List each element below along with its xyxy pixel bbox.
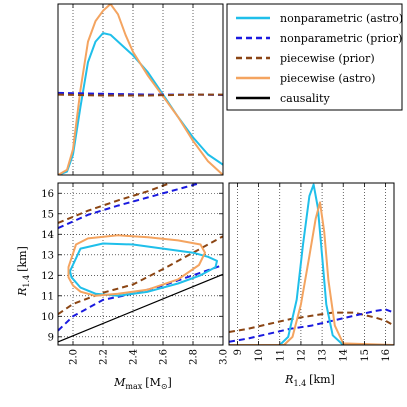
panel-frame: [57, 182, 224, 346]
x-tick-label: 15: [360, 349, 371, 362]
series-nonparametric-astro: [229, 183, 394, 345]
series-piecewise-prior: [58, 93, 223, 97]
legend-label: nonparametric (astro): [280, 12, 403, 25]
x-tick-label: 2.8: [189, 349, 200, 365]
y-tick-label: 13: [41, 250, 54, 261]
x-tick-label: 13: [318, 349, 329, 362]
series-piecewise-prior: [58, 183, 171, 224]
legend-label: nonparametric (prior): [280, 32, 402, 45]
series-piecewise-astro: [229, 201, 394, 345]
x-tick-label: 14: [339, 349, 350, 362]
series-causality: [58, 273, 223, 343]
panel-mmax-r14-joint: 2.0 2.2 2.4 2.6 2.8 3.0 9 10 11 12 13 14 15 16: [41, 182, 230, 365]
x-tick-label: 2.0: [69, 349, 80, 365]
legend: nonparametric (astro) nonparametric (prio…: [226, 3, 403, 111]
series-nonparametric-astro: [69, 242, 218, 297]
y-tick-label: 16: [41, 189, 54, 200]
series-piecewise-astro: [58, 4, 223, 175]
y-tick-label: 11: [41, 291, 54, 302]
x-tick-label: 11: [275, 349, 286, 362]
x-tick-label: 10: [254, 349, 265, 362]
series-piecewise-prior: [229, 311, 394, 333]
x-tick-label: 3.0: [219, 349, 230, 365]
x-tick-label: 9: [233, 349, 244, 355]
y-tick-label: 10: [41, 312, 54, 323]
series-nonparametric-prior: [58, 264, 223, 332]
panel-frame: [57, 3, 224, 176]
legend-label: piecewise (prior): [280, 52, 375, 65]
series-piecewise-astro: [67, 234, 206, 297]
x-tick-label: 2.2: [99, 349, 110, 365]
series-nonparametric-prior: [229, 308, 394, 343]
series-piecewise-prior: [58, 235, 223, 316]
legend-label: causality: [280, 92, 330, 105]
series-nonparametric-astro: [58, 32, 223, 175]
ylabel-r14: R1.4[km]: [16, 246, 31, 297]
xlabel-mmax: Mmax [M⊙]: [113, 376, 172, 391]
panel-r14-marginal: 9 10 11 12 13 14 15 16: [228, 182, 395, 362]
x-tick-label: 12: [296, 349, 307, 362]
legend-label: piecewise (astro): [280, 72, 375, 85]
y-tick-label: 15: [41, 209, 54, 220]
x-tick-label: 16: [381, 349, 392, 362]
x-tick-label: 2.4: [129, 349, 140, 365]
panel-mmax-marginal: [57, 3, 224, 176]
xlabel-r14: R1.4 [km]: [284, 373, 335, 388]
series-nonparametric-prior: [58, 183, 201, 230]
x-tick-label: 2.6: [159, 349, 170, 365]
panel-frame: [228, 182, 395, 346]
y-tick-label: 9: [48, 332, 54, 343]
y-tick-label: 14: [41, 230, 54, 241]
y-tick-label: 12: [41, 271, 54, 282]
